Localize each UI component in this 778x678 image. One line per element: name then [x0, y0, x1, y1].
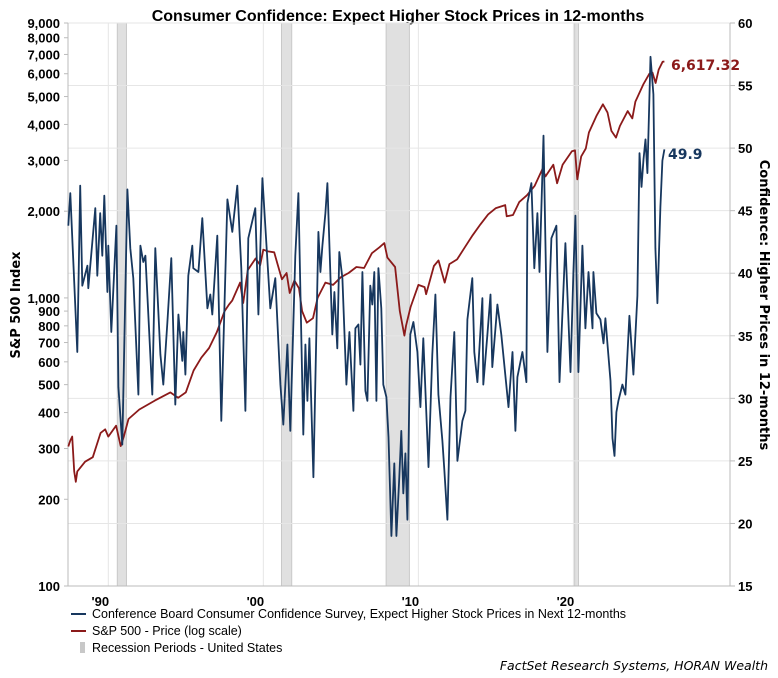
left-tick-label: 700 — [38, 336, 60, 351]
left-tick-label: 8,000 — [27, 31, 60, 46]
recession-bands — [116, 22, 580, 587]
right-tick-label: 35 — [738, 329, 752, 344]
left-tick-label: 600 — [38, 355, 60, 370]
x-tick-label: '00 — [247, 594, 265, 609]
left-tick-label: 200 — [38, 492, 60, 507]
legend-swatch-recession — [80, 642, 85, 653]
right-tick-label: 45 — [738, 204, 752, 219]
right-tick-label: 40 — [738, 266, 752, 281]
left-tick-label: 500 — [38, 378, 60, 393]
left-tick-label: 2,000 — [27, 204, 60, 219]
sp500-end-label: 6,617.32 — [671, 58, 740, 74]
source-note: FactSet Research Systems, HORAN Wealth — [500, 658, 768, 673]
recession-band — [280, 22, 293, 587]
confidence-end-label: 49.9 — [668, 147, 703, 163]
left-axis-label: S&P 500 Index — [9, 251, 24, 359]
left-tick-label: 1,000 — [27, 291, 60, 306]
left-tick-label: 400 — [38, 406, 60, 421]
legend-label-sp500: S&P 500 - Price (log scale) — [92, 624, 242, 638]
left-tick-label: 100 — [38, 579, 60, 594]
x-tick-label: '10 — [402, 594, 420, 609]
legend-label-confidence: Conference Board Consumer Confidence Sur… — [92, 607, 626, 621]
left-tick-label: 800 — [38, 319, 60, 334]
right-tick-label: 25 — [738, 454, 752, 469]
left-tick-label: 9,000 — [27, 16, 60, 31]
left-tick-label: 4,000 — [27, 117, 60, 132]
left-tick-label: 7,000 — [27, 47, 60, 62]
legend-label-recession: Recession Periods - United States — [92, 641, 282, 655]
right-tick-label: 30 — [738, 391, 752, 406]
right-tick-label: 50 — [738, 141, 752, 156]
legend: Conference Board Consumer Confidence Sur… — [71, 607, 626, 655]
left-tick-label: 3,000 — [27, 153, 60, 168]
confidence-series-line — [67, 55, 666, 537]
left-tick-label: 6,000 — [27, 67, 60, 82]
x-tick-label: '90 — [92, 594, 110, 609]
gridlines — [68, 22, 730, 586]
series-lines — [67, 55, 666, 537]
chart-title: Consumer Confidence: Expect Higher Stock… — [152, 8, 645, 25]
x-tick-label: '20 — [557, 594, 575, 609]
right-tick-label: 20 — [738, 516, 752, 531]
right-tick-label: 60 — [738, 16, 752, 31]
left-tick-label: 5,000 — [27, 90, 60, 105]
right-tick-label: 15 — [738, 579, 752, 594]
right-tick-label: 55 — [738, 79, 752, 94]
axes: 15 20 25 30 35 40 45 50 55 60 '90 '00 '10 '20 100 200 30… — [27, 16, 752, 609]
left-tick-label: 900 — [38, 304, 60, 319]
left-tick-label: 300 — [38, 442, 60, 457]
right-axis-label: Confidence: Higher Prices in 12-months — [756, 160, 771, 451]
